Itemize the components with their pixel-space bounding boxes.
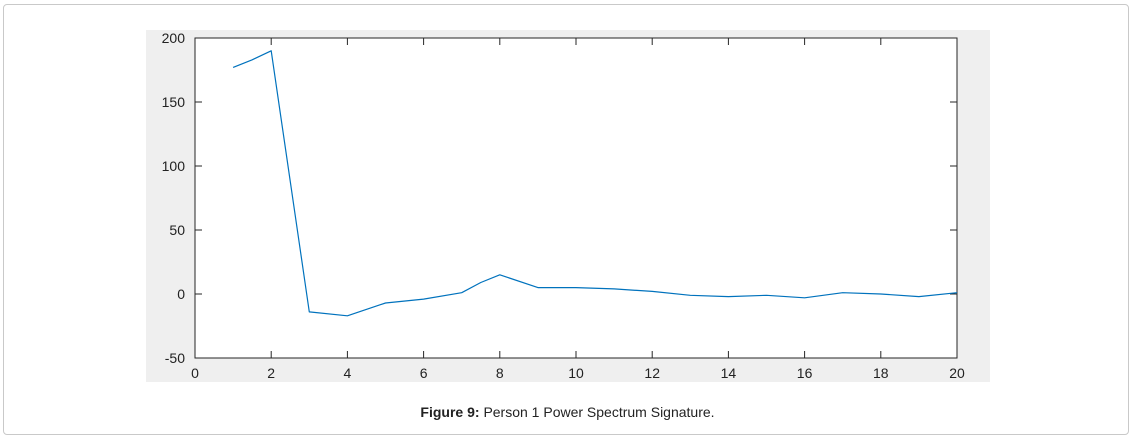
- y-tick-label: 200: [162, 30, 186, 46]
- x-tick-label: 10: [568, 365, 584, 381]
- x-tick-label: 20: [949, 365, 965, 381]
- x-tick-label: 18: [873, 365, 889, 381]
- x-tick-label: 4: [344, 365, 352, 381]
- y-tick-label: 50: [169, 222, 185, 238]
- y-tick-label: 0: [177, 286, 185, 302]
- y-tick-label: 150: [162, 94, 186, 110]
- figure-label: Figure 9:: [420, 404, 480, 420]
- x-tick-label: 6: [420, 365, 428, 381]
- x-tick-label: 0: [191, 365, 199, 381]
- series-layer: [232, 50, 958, 317]
- y-tick-label: -50: [165, 350, 185, 366]
- x-tick-label: 16: [797, 365, 813, 381]
- figure-caption: Figure 9: Person 1 Power Spectrum Signat…: [0, 404, 1135, 420]
- figure-caption-text: Person 1 Power Spectrum Signature.: [483, 404, 715, 420]
- x-tick-label: 8: [496, 365, 504, 381]
- series-line: [232, 50, 958, 317]
- x-tick-label: 14: [721, 365, 737, 381]
- y-tick-label: 100: [162, 158, 186, 174]
- axis-ticks: [194, 37, 958, 359]
- x-tick-label: 2: [267, 365, 275, 381]
- axis-tick-labels: 0 2 4 6 8 10 12 14 16 18 20 -50 0 50 100 150 200: [162, 30, 965, 381]
- x-tick-label: 12: [644, 365, 660, 381]
